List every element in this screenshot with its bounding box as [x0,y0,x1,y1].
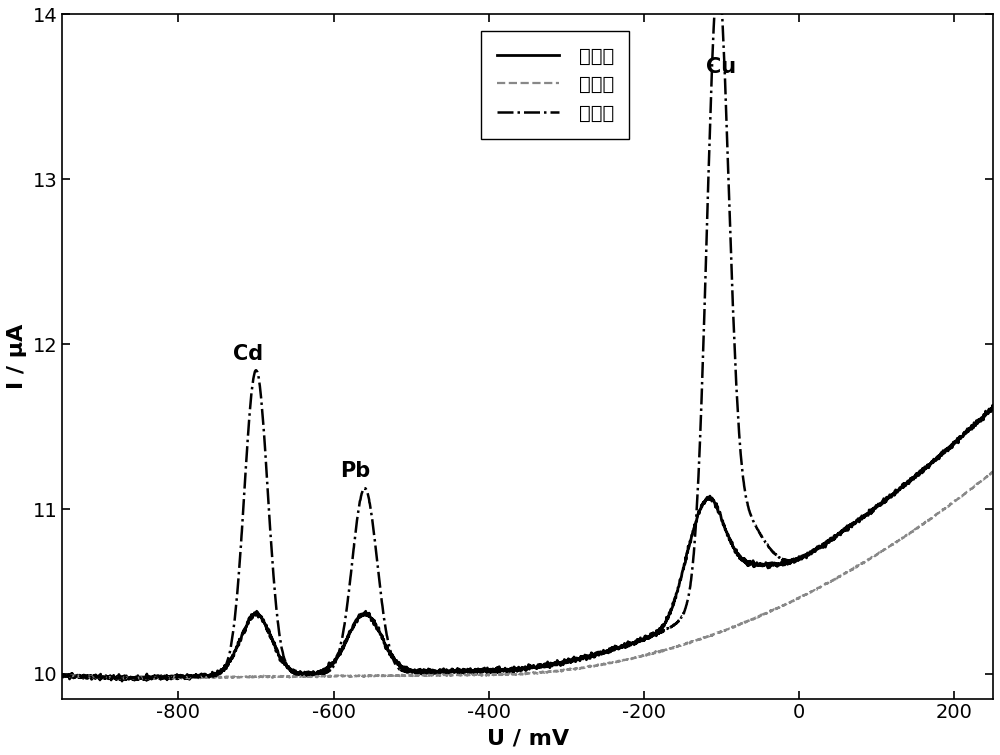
待测样 [116,676,128,686]
Text: Cu: Cu [706,57,737,77]
标准样 [218,665,230,674]
待测样 [969,421,981,430]
空白样 [869,552,881,561]
标准样 [987,404,999,413]
标准样 [56,671,68,680]
空白样 [413,671,425,680]
空白样 [454,670,466,680]
待测样 [869,503,881,512]
Text: Cd: Cd [233,344,263,364]
Line: 待测样: 待测样 [62,405,993,681]
Y-axis label: I / μA: I / μA [7,324,27,390]
Text: Pb: Pb [340,461,370,481]
待测样 [56,670,68,680]
标准样 [454,667,466,676]
Line: 标准样: 标准样 [62,0,993,679]
Legend: 待测样, 空白样, 标准样: 待测样, 空白样, 标准样 [481,31,629,139]
空白样 [987,467,999,476]
空白样 [218,673,230,683]
待测样 [218,664,230,673]
待测样 [413,667,425,676]
待测样 [163,673,175,683]
Line: 空白样: 空白样 [62,471,993,679]
待测样 [987,401,999,410]
待测样 [987,404,999,413]
X-axis label: U / mV: U / mV [487,728,569,748]
空白样 [148,674,160,683]
标准样 [869,503,881,512]
空白样 [163,673,175,682]
标准样 [120,674,132,683]
标准样 [969,420,981,429]
空白样 [969,481,981,490]
待测样 [454,668,466,677]
标准样 [163,673,175,682]
空白样 [56,671,68,680]
标准样 [413,667,425,676]
